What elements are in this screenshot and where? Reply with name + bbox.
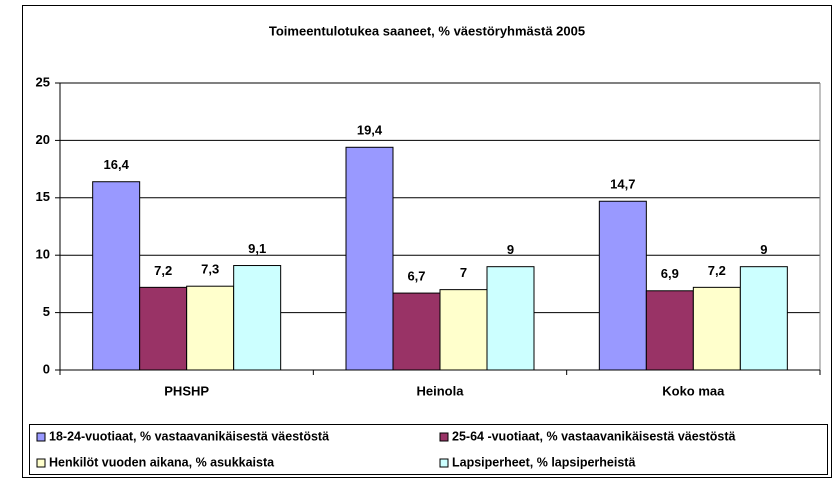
x-tick-label: PHSHP bbox=[164, 383, 209, 398]
bar bbox=[233, 265, 282, 371]
legend-label: Lapsiperheet, % lapsiperheistä bbox=[452, 455, 635, 469]
bar bbox=[692, 286, 741, 371]
data-label: 7,2 bbox=[154, 263, 172, 278]
data-label: 7 bbox=[460, 265, 467, 280]
data-label: 7,2 bbox=[708, 263, 726, 278]
bar bbox=[392, 292, 441, 371]
bar bbox=[439, 289, 488, 371]
chart-title: Toimeentulotukea saaneet, % väestöryhmäs… bbox=[269, 23, 585, 38]
bar bbox=[739, 266, 788, 371]
data-label: 7,3 bbox=[201, 262, 219, 277]
data-label: 9 bbox=[507, 242, 514, 257]
data-label: 9,1 bbox=[248, 241, 266, 256]
x-tick-label: Heinola bbox=[417, 383, 465, 398]
data-label: 16,4 bbox=[104, 157, 130, 172]
y-tick-label: 5 bbox=[43, 304, 50, 319]
bar bbox=[486, 266, 535, 371]
chart-frame bbox=[22, 5, 832, 478]
x-tick-label: Koko maa bbox=[662, 383, 725, 398]
data-label: 6,7 bbox=[407, 269, 425, 284]
legend-swatch bbox=[36, 458, 46, 468]
bar bbox=[645, 290, 694, 371]
data-label: 6,9 bbox=[661, 266, 679, 281]
legend-box bbox=[29, 424, 828, 475]
y-tick-label: 10 bbox=[36, 247, 50, 262]
legend-label: 18-24-vuotiaat, % vastaavanikäisestä väe… bbox=[49, 429, 329, 443]
legend-swatch bbox=[36, 432, 46, 442]
data-label: 14,7 bbox=[610, 177, 635, 192]
legend-label: Henkilöt vuoden aikana, % asukkaista bbox=[49, 455, 275, 469]
legend-swatch bbox=[439, 432, 449, 442]
y-tick-label: 25 bbox=[36, 74, 50, 89]
y-tick-label: 0 bbox=[43, 361, 50, 376]
bar bbox=[345, 146, 394, 371]
legend-swatch bbox=[439, 458, 449, 468]
data-label: 19,4 bbox=[357, 123, 383, 138]
bar bbox=[598, 200, 647, 371]
y-tick-label: 20 bbox=[36, 132, 50, 147]
data-label: 9 bbox=[760, 242, 767, 257]
y-tick-label: 15 bbox=[36, 189, 50, 204]
bar bbox=[186, 285, 235, 371]
bar bbox=[92, 181, 141, 371]
bar bbox=[139, 286, 188, 371]
legend-label: 25-64 -vuotiaat, % vastaavanikäisestä vä… bbox=[452, 429, 736, 443]
